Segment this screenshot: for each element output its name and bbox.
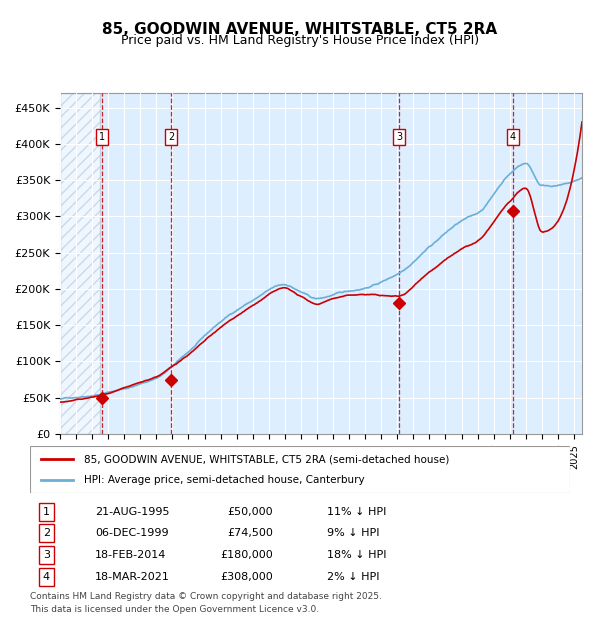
Text: £74,500: £74,500 — [227, 528, 273, 538]
FancyBboxPatch shape — [30, 446, 570, 493]
Text: 18% ↓ HPI: 18% ↓ HPI — [327, 550, 386, 560]
Text: 4: 4 — [43, 572, 50, 582]
Text: 1: 1 — [100, 132, 106, 143]
Text: 21-AUG-1995: 21-AUG-1995 — [95, 507, 169, 516]
Text: 3: 3 — [43, 550, 50, 560]
Text: 85, GOODWIN AVENUE, WHITSTABLE, CT5 2RA (semi-detached house): 85, GOODWIN AVENUE, WHITSTABLE, CT5 2RA … — [84, 454, 449, 464]
Text: 2% ↓ HPI: 2% ↓ HPI — [327, 572, 380, 582]
Text: Contains HM Land Registry data © Crown copyright and database right 2025.: Contains HM Land Registry data © Crown c… — [30, 592, 382, 601]
Bar — [60, 93, 100, 434]
Text: 85, GOODWIN AVENUE, WHITSTABLE, CT5 2RA: 85, GOODWIN AVENUE, WHITSTABLE, CT5 2RA — [103, 22, 497, 37]
Text: This data is licensed under the Open Government Licence v3.0.: This data is licensed under the Open Gov… — [30, 604, 319, 614]
Text: £308,000: £308,000 — [220, 572, 273, 582]
Text: Price paid vs. HM Land Registry's House Price Index (HPI): Price paid vs. HM Land Registry's House … — [121, 34, 479, 47]
Text: £180,000: £180,000 — [220, 550, 273, 560]
Text: 2: 2 — [43, 528, 50, 538]
Text: 1: 1 — [43, 507, 50, 516]
Text: 3: 3 — [397, 132, 403, 143]
Text: 18-FEB-2014: 18-FEB-2014 — [95, 550, 166, 560]
Text: 06-DEC-1999: 06-DEC-1999 — [95, 528, 169, 538]
Text: 11% ↓ HPI: 11% ↓ HPI — [327, 507, 386, 516]
Text: £50,000: £50,000 — [227, 507, 273, 516]
Text: 18-MAR-2021: 18-MAR-2021 — [95, 572, 170, 582]
Text: 9% ↓ HPI: 9% ↓ HPI — [327, 528, 380, 538]
Text: HPI: Average price, semi-detached house, Canterbury: HPI: Average price, semi-detached house,… — [84, 475, 365, 485]
Text: 4: 4 — [510, 132, 516, 143]
Bar — [60, 93, 100, 434]
Text: 2: 2 — [168, 132, 175, 143]
